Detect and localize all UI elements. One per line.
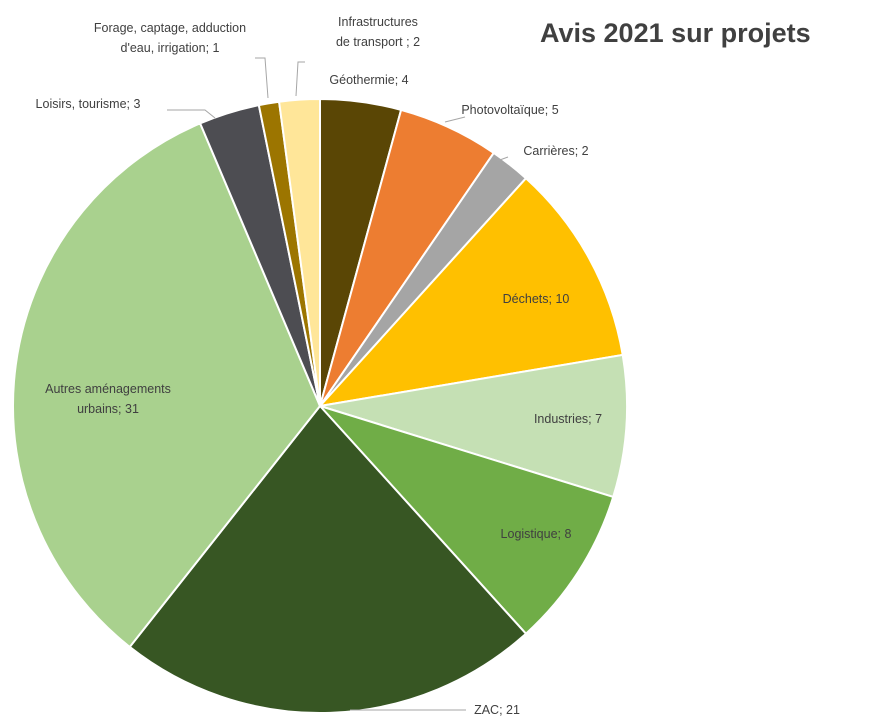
- slice-label: Autres aménagements urbains; 31: [45, 382, 171, 416]
- pie-slice-zac: [128, 404, 528, 714]
- slice-label: Géothermie; 4: [329, 73, 408, 87]
- chart-title: Avis 2021 sur projets: [540, 18, 811, 48]
- leader-line: [295, 61, 305, 97]
- slice-label: Logistique; 8: [501, 527, 572, 541]
- pie-slice-industries: [319, 353, 628, 499]
- slice-label: ZAC; 21: [474, 703, 520, 716]
- slice-label: Déchets; 10: [503, 292, 570, 306]
- slice-label: Carrières; 2: [523, 144, 588, 158]
- slice-label: Loisirs, tourisme; 3: [36, 97, 141, 111]
- slice-label: Infrastructures de transport ; 2: [336, 15, 420, 49]
- slice-label: Industries; 7: [534, 412, 602, 426]
- slice-label: Forage, captage, adduction d'eau, irrigat…: [94, 21, 246, 55]
- pie-slice-logistique: [316, 403, 615, 636]
- pie-slices: [12, 97, 628, 714]
- leader-lines: [167, 57, 509, 711]
- slice-labels: Géothermie; 4 Photovoltaïque; 5 Carrières;…: [36, 15, 603, 716]
- leader-line: [496, 156, 509, 162]
- pie-slice-autres-amenagements-urbains: [12, 122, 322, 649]
- leader-line: [167, 109, 216, 119]
- leader-line: [444, 116, 466, 123]
- slice-label: Photovoltaïque; 5: [461, 103, 558, 117]
- pie-slice-dechets: [317, 176, 624, 408]
- pie-slice-infrastructures-de-transport: [277, 97, 321, 407]
- leader-line: [255, 57, 269, 99]
